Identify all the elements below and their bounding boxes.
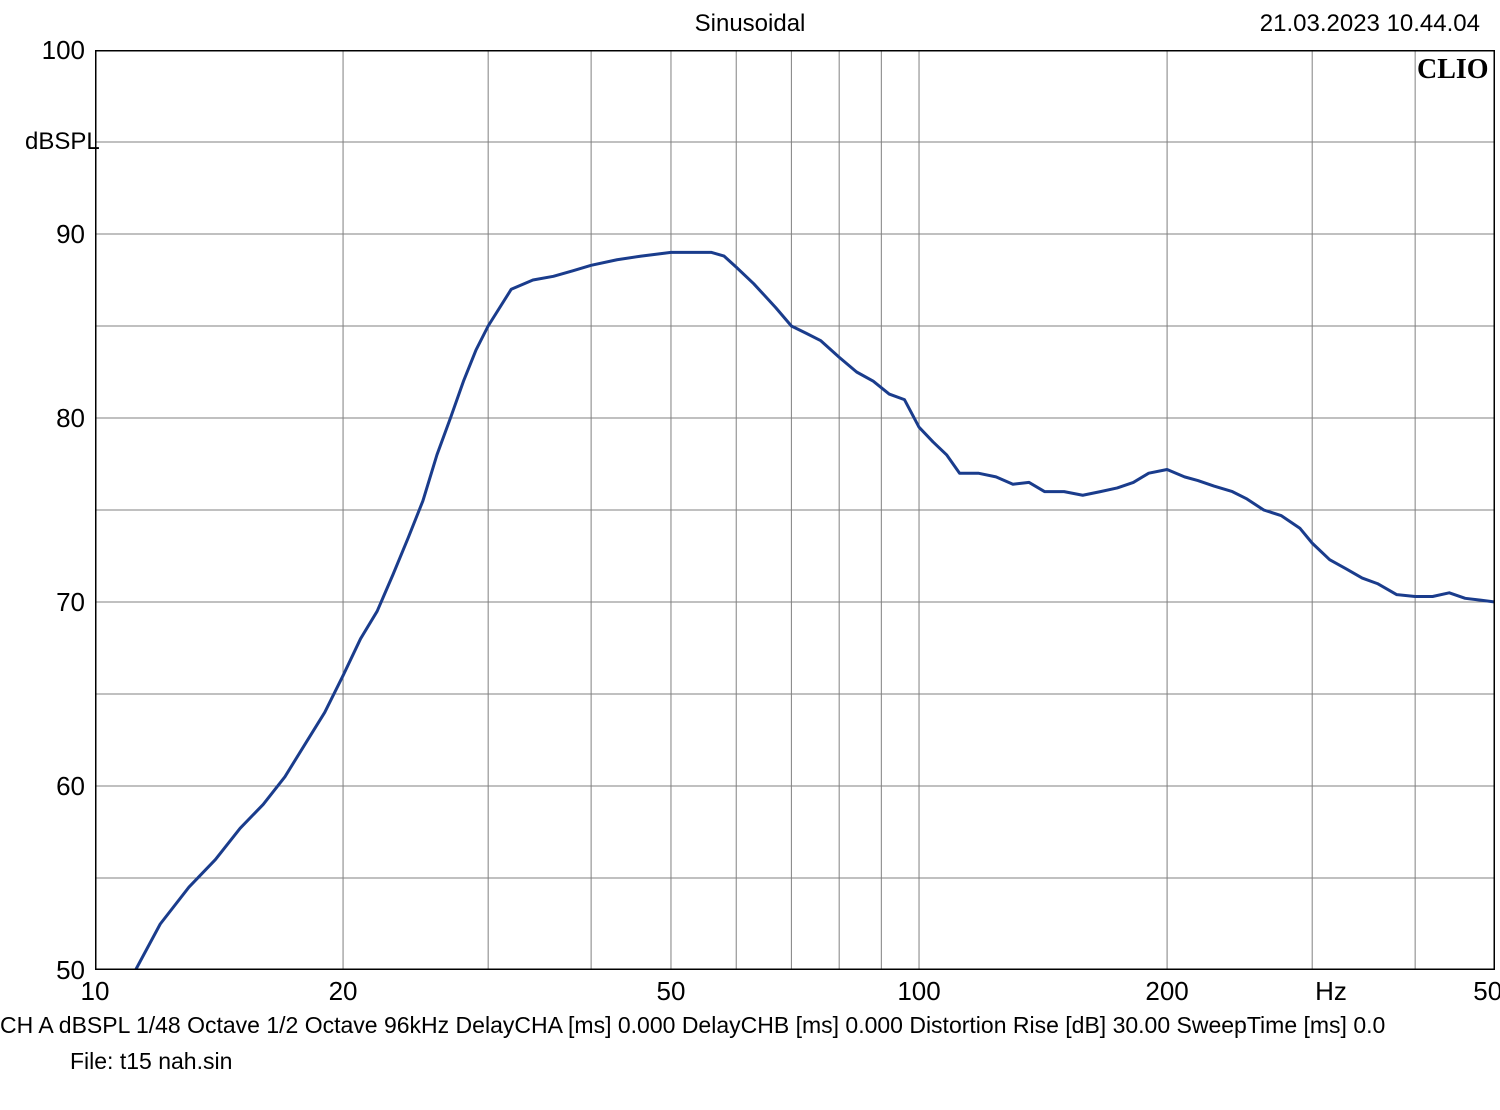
footer-line-2: File: t15 nah.sin [70,1048,232,1075]
y-axis-unit: dBSPL [25,128,100,156]
x-tick-label: 500 [1465,976,1500,1007]
x-tick-label: 20 [313,976,373,1007]
chart-plot [95,50,1495,970]
x-tick-label: 10 [65,976,125,1007]
chart-timestamp: 21.03.2023 10.44.04 [1260,10,1480,38]
y-tick-label: 90 [25,219,85,250]
x-tick-label: 100 [889,976,949,1007]
y-tick-label: 100 [25,35,85,66]
x-axis-unit: Hz [1301,976,1361,1007]
footer-line-1: CH A dBSPL 1/48 Octave 1/2 Octave 96kHz … [0,1012,1385,1039]
y-tick-label: 80 [25,403,85,434]
brand-label: CLIO [1417,54,1489,86]
x-tick-label: 50 [641,976,701,1007]
y-tick-label: 70 [25,587,85,618]
y-tick-label: 60 [25,771,85,802]
x-tick-label: 200 [1137,976,1197,1007]
chart-container: Sinusoidal 21.03.2023 10.44.04 CLIO CH A… [0,0,1500,1110]
